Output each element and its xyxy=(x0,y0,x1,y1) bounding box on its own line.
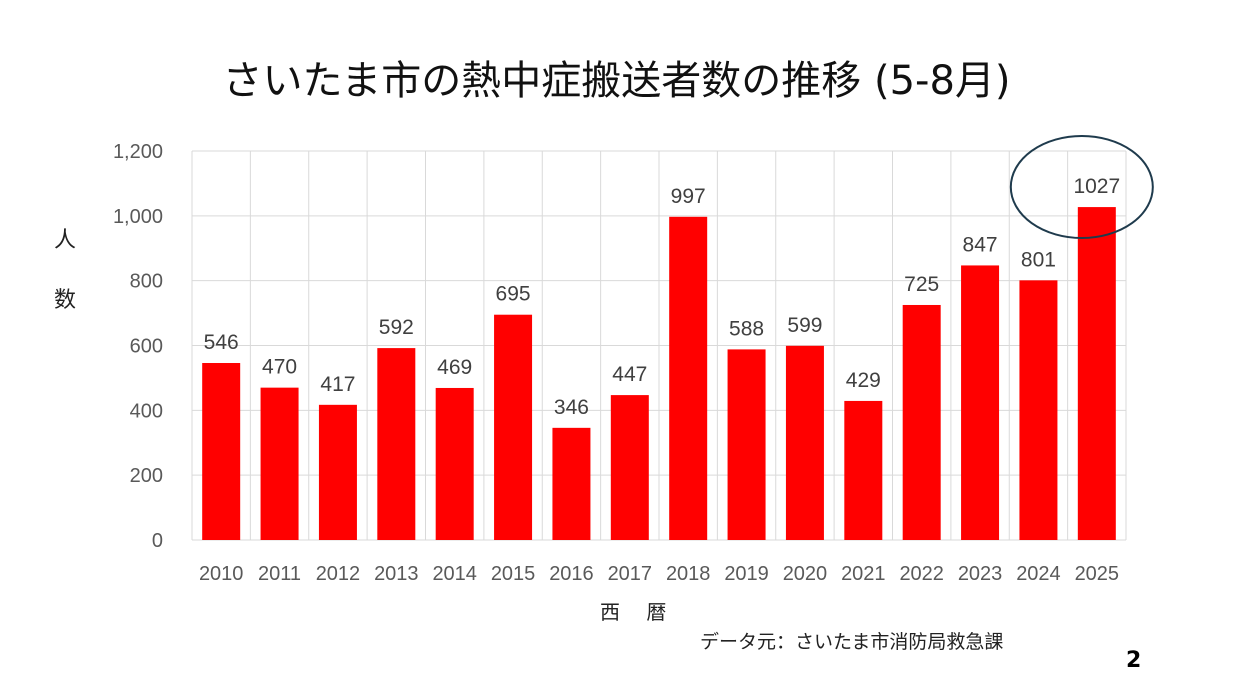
y-tick-label: 600 xyxy=(130,336,163,358)
data-label: 346 xyxy=(554,396,589,419)
bar xyxy=(435,387,474,540)
data-label: 725 xyxy=(904,273,939,296)
bar xyxy=(785,345,824,540)
data-label: 469 xyxy=(437,356,472,379)
bar xyxy=(727,349,766,540)
bar xyxy=(1019,280,1058,540)
x-tick-label: 2020 xyxy=(783,563,828,585)
bar xyxy=(202,363,241,540)
x-tick-label: 2021 xyxy=(841,563,886,585)
page-number: 2 xyxy=(1126,648,1142,673)
x-tick-label: 2024 xyxy=(1016,563,1061,585)
data-label: 695 xyxy=(496,283,531,306)
x-tick-label: 2018 xyxy=(666,563,711,585)
data-label: 546 xyxy=(204,331,239,354)
y-tick-label: 800 xyxy=(130,271,163,293)
highlight-circle xyxy=(1009,135,1154,239)
source-note: データ元：さいたま市消防局救急課 xyxy=(700,631,1004,653)
x-tick-label: 2019 xyxy=(724,563,769,585)
bar xyxy=(494,314,533,540)
y-axis-label-1: 人 xyxy=(54,228,77,253)
bar xyxy=(1077,207,1116,541)
x-tick-label: 2017 xyxy=(608,563,653,585)
data-label: 447 xyxy=(612,363,647,386)
y-tick-label: 400 xyxy=(130,400,163,422)
x-tick-label: 2012 xyxy=(316,563,361,585)
bar xyxy=(552,427,591,540)
data-label: 588 xyxy=(729,317,764,340)
y-tick-label: 1,200 xyxy=(113,141,163,163)
data-label: 470 xyxy=(262,356,297,379)
bar xyxy=(260,387,299,540)
x-tick-label: 2022 xyxy=(899,563,944,585)
data-label: 1027 xyxy=(1073,175,1120,198)
x-tick-label: 2014 xyxy=(432,563,477,585)
x-tick-label: 2025 xyxy=(1075,563,1120,585)
y-tick-label: 1,000 xyxy=(113,206,163,228)
y-axis-label-2: 数 xyxy=(54,288,77,313)
chart-title: さいたま市の熱中症搬送者数の推移 (5-8月) xyxy=(222,58,1011,104)
bar xyxy=(318,404,357,540)
data-label: 997 xyxy=(671,185,706,208)
bar xyxy=(377,348,416,540)
data-label: 599 xyxy=(787,314,822,337)
data-label: 847 xyxy=(963,233,998,256)
x-axis-label: 西 暦 xyxy=(600,600,677,624)
bar xyxy=(669,216,708,540)
bar xyxy=(961,265,1000,540)
bar xyxy=(902,304,941,540)
x-tick-label: 2011 xyxy=(258,563,301,585)
bar xyxy=(844,400,883,540)
data-label: 592 xyxy=(379,316,414,339)
x-tick-label: 2013 xyxy=(374,563,419,585)
y-tick-label: 200 xyxy=(130,465,163,487)
data-label: 417 xyxy=(320,373,355,396)
x-tick-label: 2023 xyxy=(958,563,1003,585)
data-label: 429 xyxy=(846,369,881,392)
bar xyxy=(610,395,649,540)
x-tick-label: 2016 xyxy=(549,563,594,585)
x-tick-label: 2010 xyxy=(199,563,244,585)
y-tick-label: 0 xyxy=(152,530,163,552)
x-tick-label: 2015 xyxy=(491,563,536,585)
data-label: 801 xyxy=(1021,248,1056,271)
